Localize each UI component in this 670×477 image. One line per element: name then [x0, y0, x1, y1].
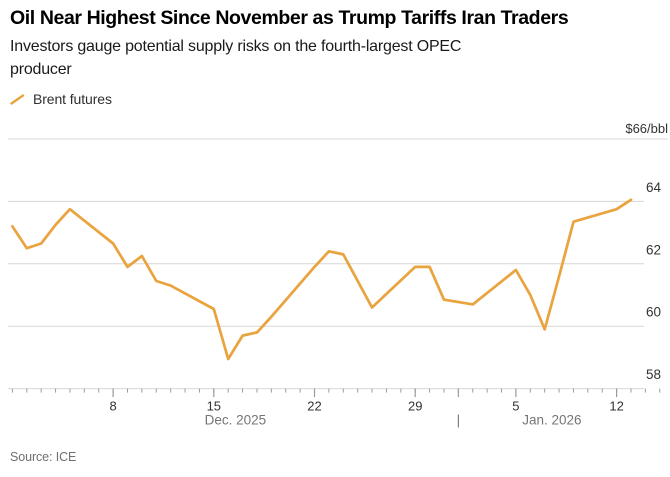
svg-text:58: 58 [646, 367, 661, 382]
svg-text:62: 62 [646, 242, 661, 257]
chart-title: Oil Near Highest Since November as Trump… [10, 7, 569, 29]
y-axis-unit-label: $66/bbl [625, 121, 668, 136]
legend: Brent futures [10, 91, 112, 107]
series-line [11, 198, 633, 361]
chart-subtitle: Investors gauge potential supply risks o… [10, 38, 462, 78]
svg-text:5: 5 [512, 399, 519, 414]
y-axis-labels: 64 62 60 58 $66/bbl [625, 121, 668, 382]
svg-text:29: 29 [408, 399, 422, 414]
svg-text:Dec. 2025: Dec. 2025 [205, 413, 267, 428]
svg-text:Jan. 2026: Jan. 2026 [522, 413, 581, 428]
svg-text:60: 60 [646, 305, 661, 320]
x-axis-ticks [11, 388, 661, 398]
month-separator: | [457, 413, 461, 428]
svg-text:22: 22 [307, 399, 321, 414]
svg-text:64: 64 [646, 180, 662, 195]
svg-text:12: 12 [609, 399, 623, 414]
legend-line-icon [10, 93, 25, 105]
brent-futures-line [11, 198, 633, 361]
x-axis-labels: 8 15 22 29 5 12 [109, 399, 623, 414]
svg-text:8: 8 [109, 399, 116, 414]
month-labels: Dec. 2025 Jan. 2026 | [205, 413, 582, 428]
legend-label: Brent futures [33, 91, 112, 107]
source-text: Source: ICE [10, 450, 77, 464]
y-gridlines [8, 138, 668, 390]
svg-text:15: 15 [207, 399, 221, 414]
